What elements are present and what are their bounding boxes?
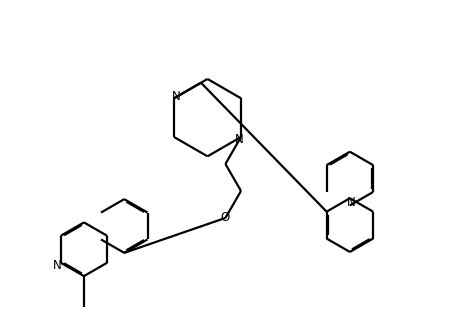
Text: N: N — [234, 133, 243, 146]
Text: O: O — [221, 211, 230, 224]
Text: N: N — [172, 90, 180, 103]
Text: N: N — [53, 259, 62, 272]
Text: N: N — [347, 196, 355, 209]
